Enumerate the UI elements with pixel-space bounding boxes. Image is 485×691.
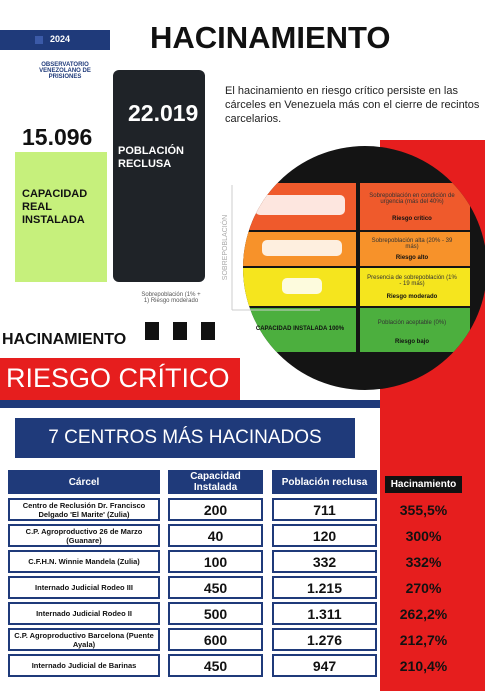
table-cell: 120 <box>272 524 377 547</box>
capacity-label: CAPACIDAD REAL INSTALADA <box>22 188 88 226</box>
table-cell: 1.311 <box>272 602 377 625</box>
table-cell: 355,5% <box>385 498 462 521</box>
prison-name: Internado Judicial Rodeo II <box>8 602 160 625</box>
inmate-icons <box>255 195 345 294</box>
table-cell: 40 <box>168 524 263 547</box>
base-label: CAPACIDAD INSTALADA 100% <box>255 326 345 332</box>
section-label: HACINAMIENTO <box>2 331 127 348</box>
table-cell: 600 <box>168 628 263 651</box>
banner: RIESGO CRÍTICO <box>6 363 230 393</box>
level-risk: Riesgo crítico <box>392 216 432 223</box>
table-cell: 212,7% <box>385 628 462 651</box>
table-cell: 200 <box>168 498 263 521</box>
prison-name: C.P. Agroproductivo Barcelona (Puente Ay… <box>8 628 160 651</box>
table-cell: 947 <box>272 654 377 677</box>
table-header: Hacinamiento <box>385 476 462 493</box>
table-cell: 300% <box>385 524 462 547</box>
year-square <box>35 36 43 44</box>
banner-bg <box>0 358 240 400</box>
description: El hacinamiento en riesgo crítico persis… <box>225 85 480 125</box>
table-cell: 100 <box>168 550 263 573</box>
band-critical-text <box>360 183 470 230</box>
year-bar <box>0 30 110 50</box>
scale-bands <box>243 183 470 352</box>
population-box <box>113 70 205 282</box>
cell-icons <box>145 322 215 340</box>
table-cell: 210,4% <box>385 654 462 677</box>
level-risk: Riesgo moderado <box>386 294 438 301</box>
banner-stripe <box>0 400 380 408</box>
prison-name: Internado Judicial Rodeo III <box>8 576 160 599</box>
prison-name: Internado Judicial de Barinas <box>8 654 160 677</box>
table-header: Capacidad Instalada <box>168 470 263 494</box>
table-header: Cárcel <box>8 470 160 494</box>
axis-label: SOBREPOBLACIÓN <box>222 214 229 281</box>
table-cell: 500 <box>168 602 263 625</box>
capacity-value: 15.096 <box>22 124 93 150</box>
year: 2024 <box>50 34 71 44</box>
table-cell: 262,2% <box>385 602 462 625</box>
table-cell: 450 <box>168 576 263 599</box>
table-cell: 711 <box>272 498 377 521</box>
population-label: POBLACIÓN RECLUSA <box>118 145 184 170</box>
prison-name: C.F.H.N. Winnie Mandela (Zulia) <box>8 550 160 573</box>
level-note: Sobrepoblación en condición de urgencia … <box>369 192 455 205</box>
level-note: Presencia de sobrepoblación (1% - 19 más… <box>367 275 457 288</box>
subtitle: 7 CENTROS MÁS HACINADOS <box>48 427 322 448</box>
example-label: Sobrepoblación (1% + 1) Riesgo moderado <box>141 292 201 304</box>
level-risk: Riesgo alto <box>395 255 429 262</box>
table-cell: 1.215 <box>272 576 377 599</box>
population-value: 22.019 <box>128 100 199 126</box>
band-low-text <box>360 308 470 352</box>
subtitle-box <box>15 418 355 458</box>
level-note: Sobrepoblación alta (20% - 39 más) <box>371 238 453 251</box>
title: HACINAMIENTO <box>150 20 391 55</box>
band-high-text <box>360 232 470 266</box>
table-header: Población reclusa <box>272 470 377 494</box>
capacity-box <box>15 152 107 282</box>
table-cell: 270% <box>385 576 462 599</box>
band-moderate-text <box>360 268 470 306</box>
level-risk: Riesgo bajo <box>394 339 429 346</box>
logo: OBSERVATORIO VENEZOLANO DE PRISIONES <box>39 62 91 80</box>
table-cell: 332 <box>272 550 377 573</box>
prison-name: Centro de Reclusión Dr. Francisco Delgad… <box>8 498 160 521</box>
prison-name: C.P. Agroproductivo 26 de Marzo (Guanare… <box>8 524 160 547</box>
level-note: Población aceptable (0%) <box>377 320 447 327</box>
table-cell: 1.276 <box>272 628 377 651</box>
table-cell: 450 <box>168 654 263 677</box>
table-cell: 332% <box>385 550 462 573</box>
